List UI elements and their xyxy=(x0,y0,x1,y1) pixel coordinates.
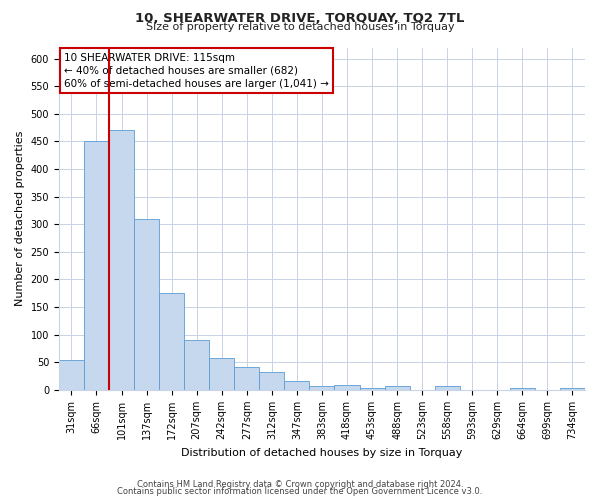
Bar xyxy=(385,386,410,390)
Bar xyxy=(184,340,209,390)
Bar xyxy=(334,385,359,390)
Bar xyxy=(284,381,310,390)
Bar xyxy=(84,142,109,390)
Text: Size of property relative to detached houses in Torquay: Size of property relative to detached ho… xyxy=(146,22,454,32)
Bar xyxy=(209,358,234,390)
Text: Contains HM Land Registry data © Crown copyright and database right 2024.: Contains HM Land Registry data © Crown c… xyxy=(137,480,463,489)
Y-axis label: Number of detached properties: Number of detached properties xyxy=(15,131,25,306)
Text: 10 SHEARWATER DRIVE: 115sqm
← 40% of detached houses are smaller (682)
60% of se: 10 SHEARWATER DRIVE: 115sqm ← 40% of det… xyxy=(64,52,329,89)
X-axis label: Distribution of detached houses by size in Torquay: Distribution of detached houses by size … xyxy=(181,448,463,458)
Text: Contains public sector information licensed under the Open Government Licence v3: Contains public sector information licen… xyxy=(118,487,482,496)
Bar xyxy=(434,386,460,390)
Bar xyxy=(310,386,334,390)
Bar xyxy=(510,388,535,390)
Bar xyxy=(359,388,385,390)
Bar xyxy=(134,218,159,390)
Bar xyxy=(259,372,284,390)
Bar xyxy=(159,294,184,390)
Bar xyxy=(59,360,84,390)
Text: 10, SHEARWATER DRIVE, TORQUAY, TQ2 7TL: 10, SHEARWATER DRIVE, TORQUAY, TQ2 7TL xyxy=(136,12,464,26)
Bar xyxy=(560,388,585,390)
Bar xyxy=(109,130,134,390)
Bar xyxy=(234,366,259,390)
